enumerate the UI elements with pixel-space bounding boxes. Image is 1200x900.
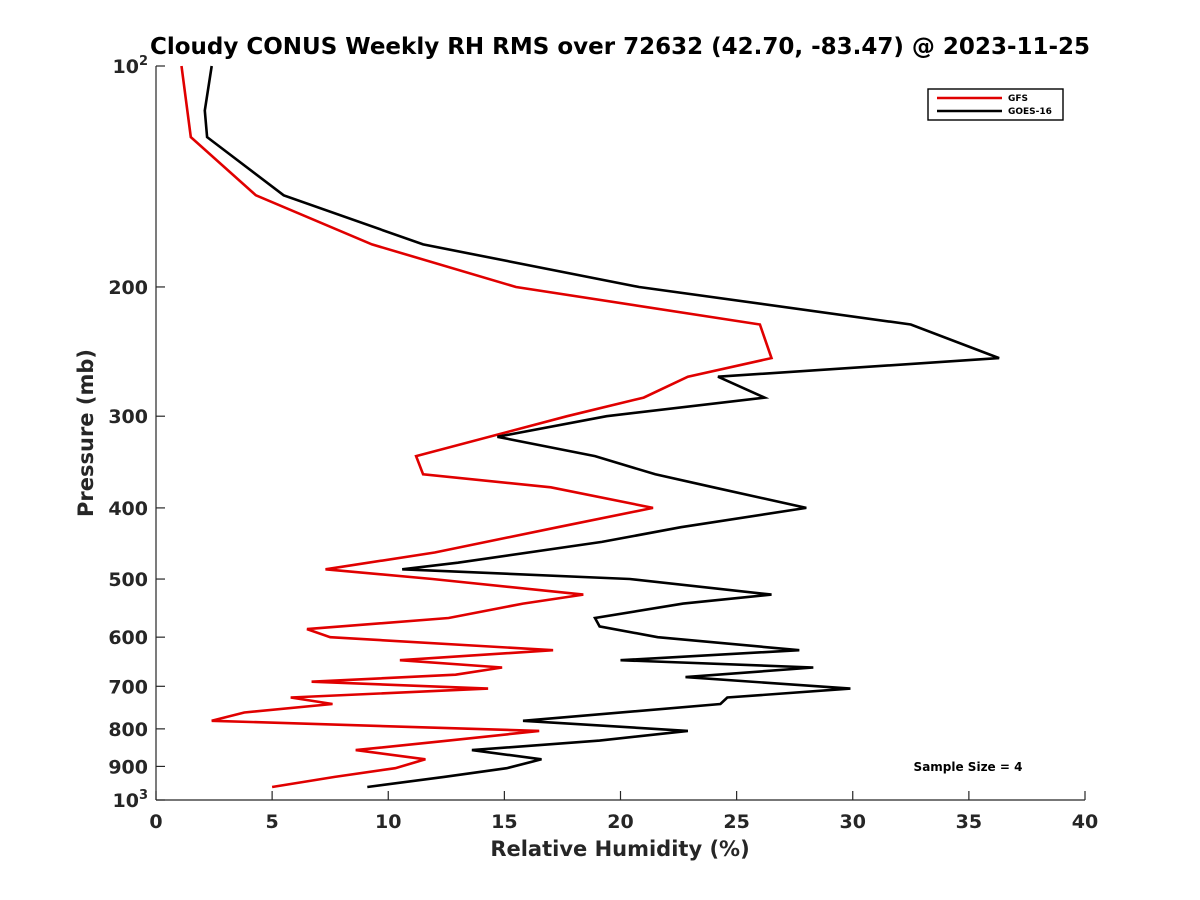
y-tick-label: 500: [108, 569, 148, 591]
x-tick-label: 35: [956, 811, 982, 833]
y-tick-label: 400: [108, 498, 148, 520]
legend: GFS GOES-16: [927, 88, 1064, 121]
y-tick-label: 800: [108, 719, 148, 741]
x-axis-label: Relative Humidity (%): [490, 837, 749, 861]
series-line-gfs: [180, 65, 774, 789]
x-tick-label: 20: [607, 811, 633, 833]
y-tick-label: 900: [108, 756, 148, 778]
axes: 0 5 10 15 20 25 30 35 40 102 200 300 400 500 600 700 800…: [108, 54, 1098, 833]
y-axis-label: Pressure (mb): [74, 349, 98, 517]
x-tick-label: 40: [1072, 811, 1098, 833]
y-tick-label: 200: [108, 277, 148, 299]
y-tick-label: 600: [108, 627, 148, 649]
x-tick-label: 30: [840, 811, 866, 833]
x-tick-label: 5: [266, 811, 279, 833]
legend-label-gfs: GFS: [1008, 94, 1028, 104]
x-tick-label: 0: [149, 811, 162, 833]
y-tick-label: 300: [108, 406, 148, 428]
y-tick-label: 700: [108, 676, 148, 698]
series-line-goes-16: [203, 65, 1000, 789]
legend-box: [927, 88, 1064, 121]
plot-area: [180, 65, 1000, 789]
x-tick-label: 10: [375, 811, 401, 833]
y-tick-label: 103: [113, 788, 149, 812]
sample-size-annotation: Sample Size = 4: [914, 760, 1023, 774]
y-tick-label: 102: [113, 54, 149, 78]
chart-title: Cloudy CONUS Weekly RH RMS over 72632 (4…: [150, 34, 1090, 60]
legend-label-goes-16: GOES-16: [1008, 107, 1052, 117]
x-tick-label: 15: [491, 811, 517, 833]
x-tick-label: 25: [723, 811, 749, 833]
